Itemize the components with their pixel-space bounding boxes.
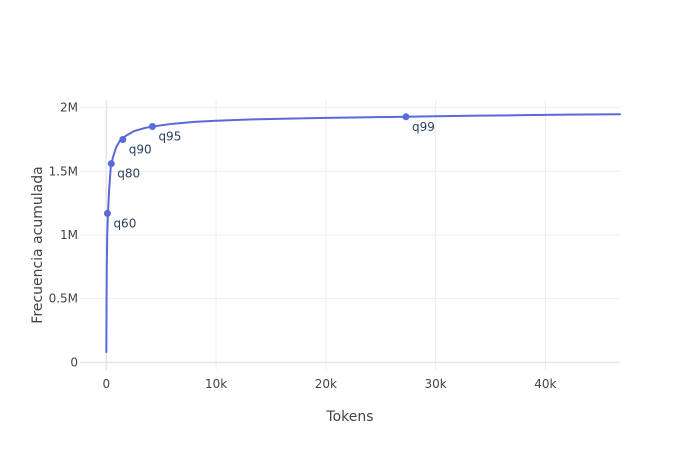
y-tick-label: 0.5M <box>49 292 78 306</box>
y-tick-label: 0 <box>70 355 78 369</box>
y-tick-label: 1M <box>60 228 78 242</box>
marker-label-q95: q95 <box>158 129 181 143</box>
gridlines <box>80 100 620 370</box>
marker-label-q99: q99 <box>412 120 435 134</box>
series-line-0 <box>105 113 621 354</box>
series-layer <box>105 113 621 354</box>
y-tick-label: 2M <box>60 101 78 115</box>
x-tick-label: 10k <box>205 377 227 391</box>
marker-q90 <box>119 135 127 143</box>
marker-label-q60: q60 <box>113 216 136 230</box>
marker-q99 <box>402 113 410 121</box>
marker-label-q90: q90 <box>129 142 152 156</box>
x-axis-title: Tokens <box>325 409 373 425</box>
y-tick-label: 1.5M <box>49 164 78 178</box>
marker-q60 <box>103 209 111 217</box>
x-tick-label: 40k <box>534 377 556 391</box>
x-tick-label: 30k <box>425 377 447 391</box>
marker-label-q80: q80 <box>117 167 140 181</box>
marker-q95 <box>148 122 156 130</box>
marker-q80 <box>107 160 115 168</box>
y-axis-title: Frecuencia acumulada <box>30 166 46 323</box>
tick-labels: 0 10k 20k 30k 40k 0 0.5M 1M 1.5M 2M <box>49 101 557 391</box>
x-tick-label: 0 <box>103 377 111 391</box>
quantile-markers: q60 q80 q90 q95 q99 <box>103 113 435 230</box>
x-tick-label: 20k <box>315 377 337 391</box>
